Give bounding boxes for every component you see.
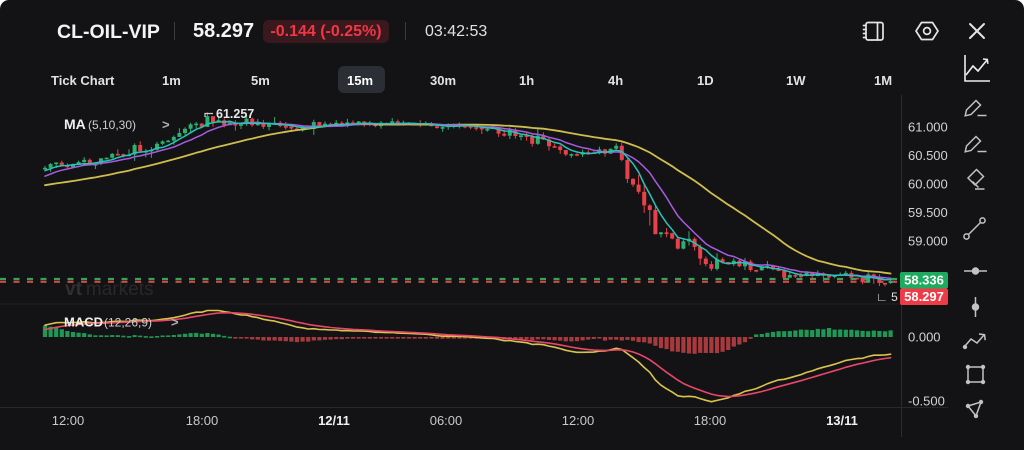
svg-text:60.000: 60.000: [908, 177, 948, 192]
svg-text:MACD: MACD: [64, 315, 103, 330]
svg-text:59.500: 59.500: [908, 205, 948, 220]
svg-text:58.336: 58.336: [904, 273, 944, 288]
svg-text:(12,26,9): (12,26,9): [104, 316, 152, 330]
svg-text:18:00: 18:00: [186, 413, 219, 428]
svg-text:12:00: 12:00: [562, 413, 595, 428]
svg-text:MA: MA: [64, 116, 86, 132]
svg-text:∟ 5: ∟ 5: [876, 290, 898, 304]
svg-text:60.500: 60.500: [908, 148, 948, 163]
svg-text:12/11: 12/11: [318, 413, 350, 428]
svg-text:61.000: 61.000: [908, 120, 948, 135]
svg-text:13/11: 13/11: [826, 413, 858, 428]
svg-text:12:00: 12:00: [52, 413, 85, 428]
svg-text:-0.500: -0.500: [908, 394, 945, 409]
svg-text:>: >: [171, 315, 179, 330]
svg-text:>: >: [162, 117, 170, 132]
svg-text:61.257: 61.257: [216, 107, 254, 121]
svg-text:58.297: 58.297: [904, 289, 944, 304]
svg-text:18:00: 18:00: [694, 413, 727, 428]
svg-text:(5,10,30): (5,10,30): [88, 118, 136, 132]
svg-text:06:00: 06:00: [430, 413, 463, 428]
svg-text:59.000: 59.000: [908, 234, 948, 249]
svg-text:0.000: 0.000: [908, 330, 941, 345]
